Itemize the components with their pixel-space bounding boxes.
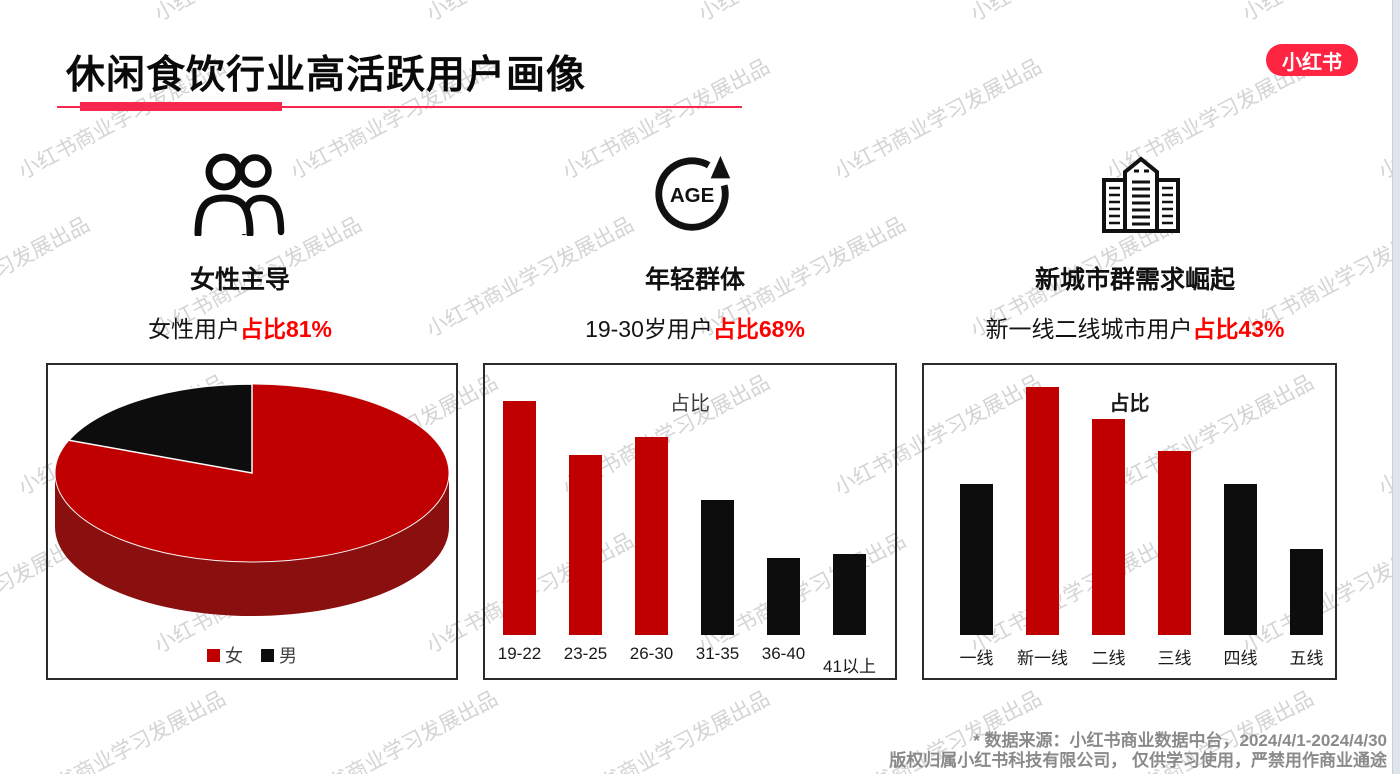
copyright-note: 版权归属小红书科技有限公司， 仅供学习使用，严禁用作商业通途 (889, 751, 1387, 770)
feature-heading: 年轻群体 (644, 266, 745, 294)
stat-prefix: 19-30岁用户 (585, 316, 713, 342)
legend-label: 男 (279, 646, 297, 666)
bar-label: 新一线 (1017, 649, 1068, 668)
chart-title: 占比 (1109, 393, 1150, 415)
gender-pie-chart: 女男 (46, 363, 458, 680)
pie-side (55, 473, 449, 616)
title-underline (57, 106, 742, 108)
bar-cell: 新一线 (1017, 387, 1068, 668)
feature-heading: 新城市群需求崛起 (1034, 266, 1235, 294)
bar (960, 484, 993, 635)
bar-label: 41以上 (823, 657, 876, 676)
bar-cell: 23-25 (564, 455, 607, 663)
city-tier-bar-chart: 占比 一线 新一线 二线 三线 四线 五线 (922, 363, 1337, 680)
legend-item-男: 男 (261, 642, 297, 668)
feature-stat: 新一线二线城市用户占比43% (955, 310, 1315, 344)
age-bar-chart: 占比 19-22 23-25 26-30 31-35 36-40 41以上 (483, 363, 897, 680)
bar-label: 四线 (1223, 649, 1258, 668)
bar (1224, 484, 1257, 635)
bar-cell: 19-22 (498, 401, 541, 663)
footer: * 数据来源：小红书商业数据中台，2024/4/1-2024/4/30 版权归属… (889, 731, 1387, 771)
legend-item-女: 女 (207, 642, 243, 668)
pie-legend: 女男 (48, 642, 456, 668)
title-underline-accent (80, 102, 282, 111)
stat-highlight: 占比81% (239, 316, 333, 342)
bar (569, 455, 602, 635)
pie-slice-男 (67, 383, 253, 474)
stat-highlight: 占比68% (712, 316, 805, 342)
city-bars: 一线 新一线 二线 三线 四线 五线 (960, 387, 1324, 668)
scrollbar[interactable] (1392, 0, 1400, 774)
bar-label: 19-22 (497, 644, 542, 663)
feature-stat: 女性用户占比81% (80, 310, 400, 344)
bar-cell: 26-30 (630, 437, 673, 663)
bar-label: 一线 (959, 649, 994, 668)
feature-age: AGE 年轻群体 19-30岁用户占比68% (535, 152, 855, 344)
feature-stat: 19-30岁用户占比68% (535, 310, 855, 344)
bar-cell: 41以上 (823, 554, 876, 676)
legend-swatch (207, 648, 220, 662)
bar-cell: 一线 (960, 484, 994, 668)
page-title: 休闲食饮行业高活跃用户画像 (66, 54, 587, 97)
bar (1158, 451, 1191, 635)
legend-swatch (261, 648, 274, 662)
xiaohongshu-logo: 小红书 (1266, 44, 1358, 76)
bar (635, 437, 668, 635)
bar-label: 二线 (1091, 649, 1126, 668)
bar-cell: 五线 (1290, 549, 1324, 668)
bar-cell: 36-40 (762, 558, 805, 663)
legend-label: 女 (225, 646, 243, 666)
bar (1092, 419, 1125, 635)
age-bars: 19-22 23-25 26-30 31-35 36-40 41以上 (498, 401, 876, 676)
feature-heading: 女性主导 (189, 266, 290, 294)
svg-text:AGE: AGE (670, 184, 714, 207)
logo-text: 小红书 (1282, 51, 1342, 74)
bar (833, 554, 866, 635)
bar-label: 26-30 (629, 644, 674, 663)
data-source-note: * 数据来源：小红书商业数据中台，2024/4/1-2024/4/30 (973, 731, 1387, 750)
bar-label: 36-40 (761, 644, 806, 663)
bar-label: 五线 (1289, 649, 1324, 668)
bar-label: 三线 (1157, 649, 1192, 668)
chart-title: 占比 (670, 393, 710, 415)
bar (767, 558, 800, 635)
bar-label: 23-25 (563, 644, 608, 663)
people-icon (80, 152, 400, 236)
stat-prefix: 女性用户 (147, 316, 240, 342)
bar-cell: 31-35 (696, 500, 739, 663)
bar-cell: 二线 (1092, 419, 1126, 668)
bar (1290, 549, 1323, 635)
stat-prefix: 新一线二线城市用户 (985, 316, 1193, 342)
bar (1026, 387, 1059, 635)
age-rotation-icon: AGE (535, 152, 855, 236)
bar-cell: 四线 (1224, 484, 1258, 668)
bar (701, 500, 734, 635)
bar-label: 31-35 (695, 644, 740, 663)
stat-highlight: 占比43% (1192, 316, 1285, 342)
bar-cell: 三线 (1158, 451, 1192, 668)
bar (503, 401, 536, 635)
city-buildings-icon (955, 152, 1315, 236)
feature-gender: 女性主导 女性用户占比81% (80, 152, 400, 344)
feature-city: 新城市群需求崛起 新一线二线城市用户占比43% (955, 152, 1315, 344)
